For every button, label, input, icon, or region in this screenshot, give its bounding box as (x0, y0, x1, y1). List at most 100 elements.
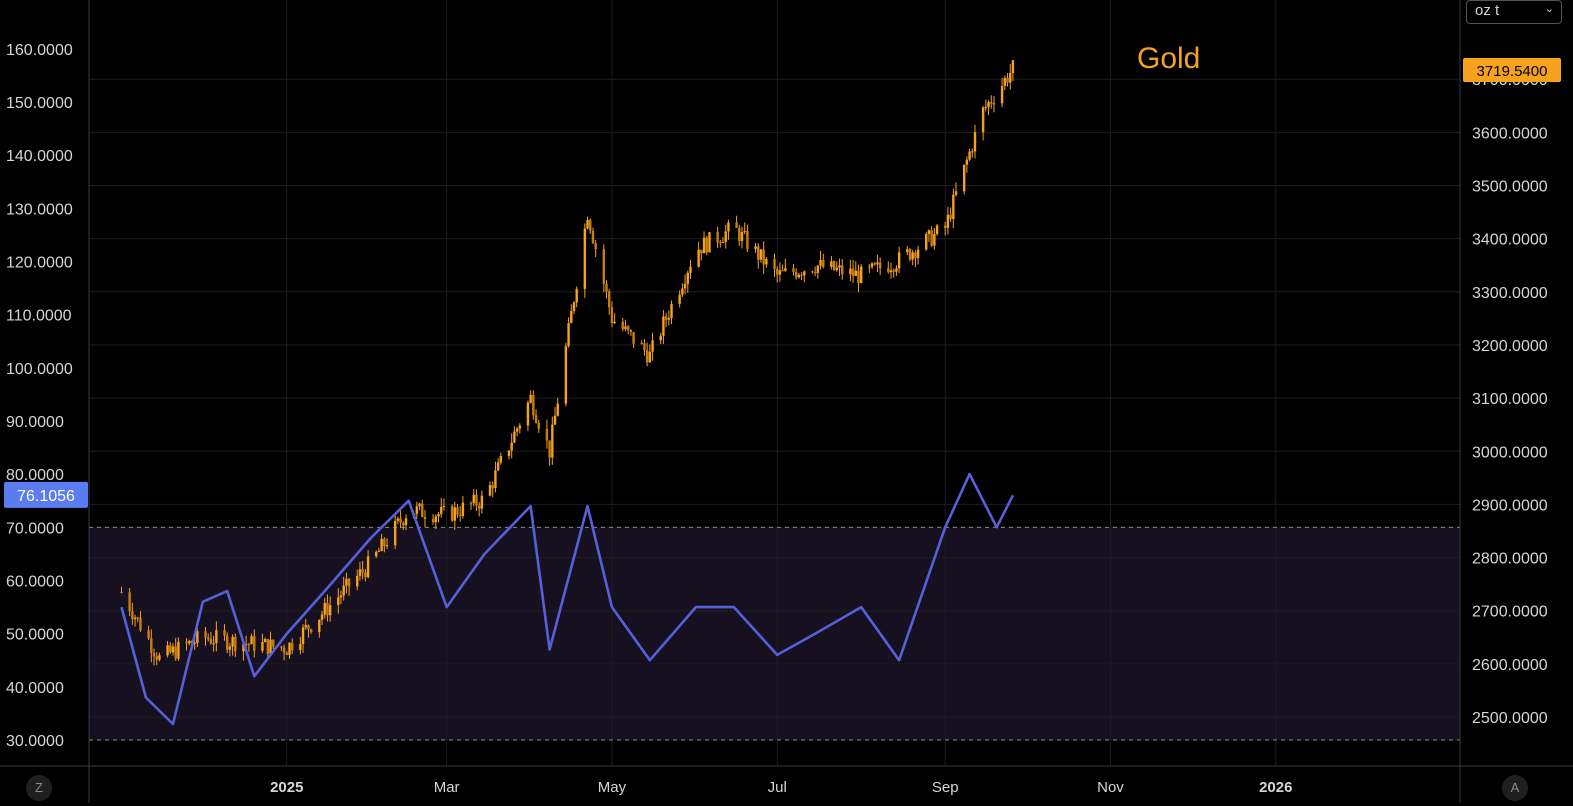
candle-body (393, 520, 397, 546)
candle-body (803, 271, 806, 276)
right-axis-tick-label: 3500.0000 (1472, 179, 1548, 196)
candle-body (570, 311, 573, 324)
candle-body (854, 270, 857, 276)
left-axis-tick-label: 50.0000 (6, 627, 64, 644)
candle-body (304, 625, 307, 628)
candle-body (946, 214, 950, 228)
candle-body (215, 630, 218, 644)
candle-body (925, 233, 928, 250)
candle-body (299, 644, 302, 651)
candle-body (150, 638, 153, 653)
right-axis-tick-label: 2500.0000 (1472, 710, 1548, 727)
candle-body (356, 575, 359, 587)
candle-body (171, 646, 175, 653)
candle-body (643, 343, 646, 351)
candle-body (851, 268, 855, 276)
candle-body (629, 329, 633, 333)
candle-body (583, 228, 587, 289)
candle-body (683, 283, 687, 289)
candle-body (602, 249, 606, 284)
left-y-axis: 30.0000 40.0000 50.0000 60.0000 70.0000 80.00… (6, 42, 73, 750)
candle-body (624, 326, 627, 330)
candle-body (1000, 85, 1004, 104)
candle-body (990, 102, 993, 104)
timezone-button[interactable]: Z (26, 775, 52, 801)
candle-body (155, 656, 158, 660)
gold-badge-bg (1463, 58, 1561, 82)
left-axis-tick-label: 140.0000 (6, 148, 73, 165)
candle-body (177, 641, 180, 659)
candle-body (450, 506, 454, 521)
candle-body (196, 631, 199, 643)
candle-body (131, 611, 134, 620)
candle-body (813, 272, 817, 274)
candle-body (510, 442, 513, 451)
candle-body (318, 619, 321, 632)
candle-body (529, 395, 532, 403)
candle-body (895, 268, 898, 272)
candle-body (472, 494, 475, 504)
candle-body (927, 230, 931, 234)
candle-body (366, 556, 370, 578)
unit-select[interactable]: oz t ⌄ (1466, 0, 1562, 24)
candle-body (887, 268, 890, 273)
candle-body (727, 222, 730, 232)
candle-body (681, 288, 684, 295)
candle-body (608, 291, 611, 308)
candle-body (263, 639, 267, 643)
candle-body (740, 232, 744, 242)
candle-body (689, 266, 692, 273)
right-axis-tick-label: 3400.0000 (1472, 232, 1548, 249)
left-axis-tick-label: 30.0000 (6, 733, 64, 750)
candle-body (897, 252, 901, 269)
candle-body (551, 424, 554, 458)
candle-body (664, 316, 668, 320)
candle-body (705, 237, 708, 253)
candle-body (152, 652, 156, 657)
candle-body (971, 151, 974, 153)
candle-body (532, 395, 535, 416)
candle-body (169, 645, 172, 653)
candle-body (651, 340, 654, 352)
candle-body (415, 506, 419, 514)
right-axis-tick-label: 2700.0000 (1472, 604, 1548, 621)
x-axis-tick-label: Nov (1097, 779, 1124, 796)
candle-body (453, 507, 456, 521)
auto-scale-button[interactable]: A (1502, 775, 1528, 801)
candle-body (537, 422, 540, 429)
candle-body (231, 636, 234, 647)
candle-body (1003, 77, 1007, 86)
candle-body (759, 249, 763, 260)
candle-body (288, 642, 291, 655)
candle-body (494, 470, 497, 489)
candle-body (849, 268, 852, 275)
candle-body (962, 164, 966, 192)
candle-body (193, 642, 196, 644)
gold-candles (120, 59, 1015, 666)
candle-body (697, 249, 700, 267)
left-axis-tick-label: 70.0000 (6, 520, 64, 537)
candle-body (564, 346, 568, 404)
candle-body (358, 569, 362, 576)
candle-body (469, 502, 473, 504)
candle-body (667, 318, 671, 320)
candle-body (832, 261, 836, 270)
candle-body (776, 268, 779, 275)
candle-body (721, 241, 725, 243)
left-axis-tick-label: 150.0000 (6, 95, 73, 112)
candle-body (361, 569, 364, 573)
candle-body (800, 274, 803, 276)
candle-body (841, 265, 844, 275)
candle-body (952, 194, 955, 220)
osc-badge-text: 76.1056 (17, 488, 75, 505)
candle-body (320, 614, 324, 620)
candle-body (992, 103, 996, 105)
candle-body (323, 602, 326, 615)
candle-body (136, 617, 139, 619)
osc-badge-bg (4, 481, 88, 508)
candle-body (835, 267, 839, 270)
candle-body (339, 595, 343, 598)
candle-body (984, 107, 988, 109)
